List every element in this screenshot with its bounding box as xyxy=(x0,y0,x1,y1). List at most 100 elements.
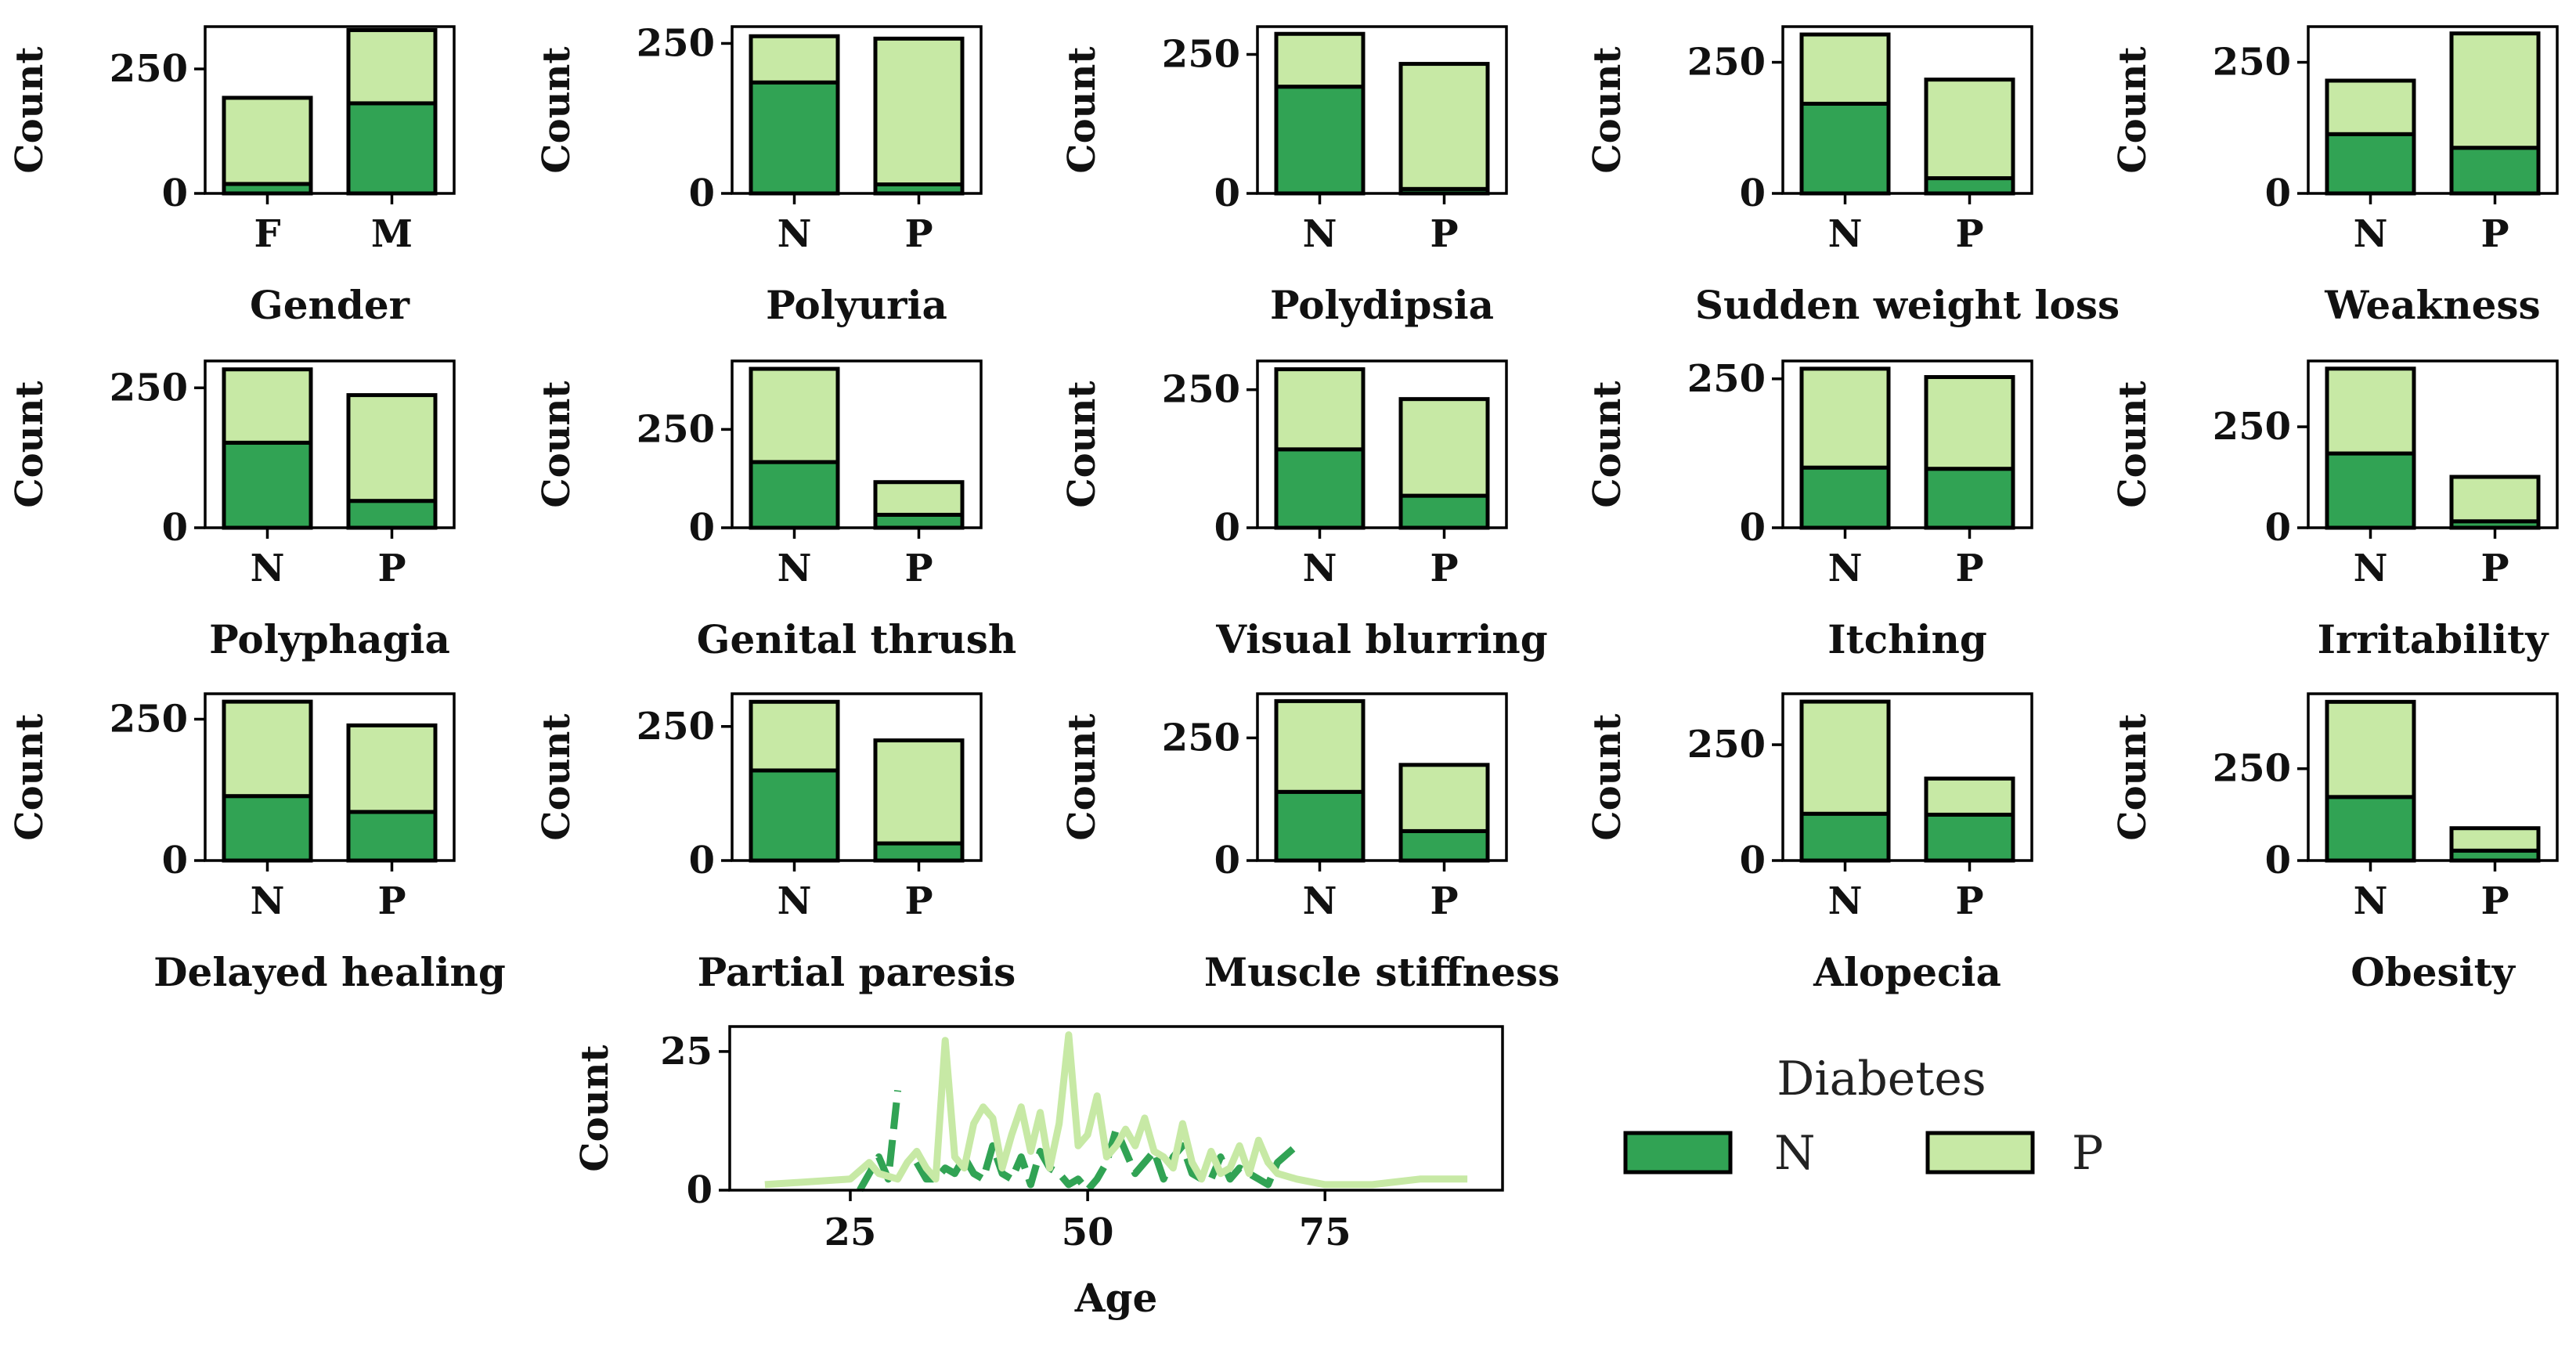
x-tick-label: N xyxy=(2354,212,2388,256)
subplot-weakness: N P 0 250 Weakness Count xyxy=(2111,25,2559,328)
y-tick-label: 250 xyxy=(1687,41,1766,85)
bar-muscle-stiffness-n-p xyxy=(1274,698,1366,794)
x-axis-label: Sudden weight loss xyxy=(1695,282,2120,328)
bar-delayed-healing-p-p xyxy=(346,723,438,814)
x-tick-label: P xyxy=(904,547,933,590)
y-axis-label: Count xyxy=(2111,46,2155,173)
plot-frame xyxy=(731,692,983,862)
y-axis-label: Count xyxy=(573,1045,617,1171)
y-axis-label: Count xyxy=(1060,46,1104,173)
x-axis-label: Visual blurring xyxy=(1215,616,1548,662)
x-axis-label: Delayed healing xyxy=(153,949,506,995)
bar-polyphagia-p-n xyxy=(346,499,438,530)
x-tick-label: N xyxy=(1303,212,1337,256)
y-tick-label: 250 xyxy=(637,705,715,749)
x-tick-label: P xyxy=(1955,879,1983,923)
bar-genital-thrush-n-p xyxy=(749,366,840,464)
legend-label-n: N xyxy=(1774,1126,1816,1181)
subplot-genital-thrush: N P 0 250 Genital thrush Count xyxy=(535,359,1016,662)
subplot-age: 25 50 75 0 25 Age Count xyxy=(573,1025,1504,1321)
bar-sudden-weight-loss-p-n xyxy=(1924,176,2015,196)
bar-itching-n-n xyxy=(1799,465,1891,530)
legend: Diabetes N P xyxy=(1623,1052,2103,1181)
y-axis-label: Count xyxy=(8,381,52,507)
age-series-p-line xyxy=(764,1031,1468,1189)
bar-genital-thrush-p-p xyxy=(873,480,965,517)
x-axis-label: Itching xyxy=(1827,616,1987,662)
y-axis-label: Count xyxy=(8,713,52,840)
y-axis-label: Count xyxy=(2111,381,2155,507)
bar-itching-p-n xyxy=(1924,467,2015,530)
y-tick-label: 0 xyxy=(1214,506,1240,550)
x-axis-label: Polydipsia xyxy=(1270,282,1494,328)
bar-irritability-n-p xyxy=(2325,366,2416,456)
bar-partial-paresis-n-n xyxy=(749,768,840,863)
subplot-sudden-weight-loss: N P 0 250 Sudden weight loss Count xyxy=(1586,25,2120,328)
y-axis-label: Count xyxy=(1586,46,1629,173)
plot-frame xyxy=(2307,692,2559,862)
plot-frame xyxy=(1781,692,2033,862)
y-tick-label: 250 xyxy=(637,407,715,451)
plot-frame xyxy=(204,25,456,195)
bar-gender-f-p xyxy=(222,96,313,186)
subplot-muscle-stiffness: N P 0 250 Muscle stiffness Count xyxy=(1060,692,1560,995)
x-tick-label: M xyxy=(371,212,413,256)
x-axis-label: Obesity xyxy=(2351,949,2516,995)
y-tick-label: 0 xyxy=(162,839,188,882)
bar-delayed-healing-n-n xyxy=(222,794,313,863)
y-tick-label: 0 xyxy=(162,171,188,215)
x-tick-label: P xyxy=(1430,212,1458,256)
legend-label-p: P xyxy=(2072,1126,2103,1181)
x-tick-label: 25 xyxy=(824,1211,877,1254)
subplot-itching: N P 0 250 Itching Count xyxy=(1586,357,2033,662)
legend-swatch-n xyxy=(1623,1131,1733,1175)
bar-alopecia-p-n xyxy=(1924,812,2015,863)
y-tick-label: 250 xyxy=(1162,33,1240,77)
bar-polyuria-n-p xyxy=(749,34,840,85)
bar-polydipsia-p-p xyxy=(1398,62,1490,191)
x-tick-label: N xyxy=(2354,547,2388,590)
x-tick-label: N xyxy=(1828,547,1863,590)
plot-frame xyxy=(1781,25,2033,195)
bar-alopecia-p-p xyxy=(1924,776,2015,817)
x-tick-label: P xyxy=(904,212,933,256)
subplot-alopecia: N P 0 250 Alopecia Count xyxy=(1586,692,2033,995)
y-tick-label: 25 xyxy=(660,1030,713,1074)
x-tick-label: P xyxy=(2480,879,2509,923)
bar-obesity-n-p xyxy=(2325,699,2416,799)
x-axis-label: Partial paresis xyxy=(698,949,1016,995)
bar-polyphagia-n-n xyxy=(222,440,313,530)
bar-polydipsia-n-p xyxy=(1274,31,1366,89)
bar-gender-m-p xyxy=(346,27,438,106)
x-tick-label: F xyxy=(254,212,280,256)
y-tick-label: 250 xyxy=(1687,723,1766,767)
y-tick-label: 0 xyxy=(162,506,188,550)
bar-sudden-weight-loss-n-n xyxy=(1799,101,1891,196)
bar-polyphagia-p-p xyxy=(346,393,438,503)
x-axis-label: Alopecia xyxy=(1813,949,2001,995)
y-tick-label: 0 xyxy=(1214,171,1240,215)
x-tick-label: N xyxy=(1828,212,1863,256)
legend-swatch-p xyxy=(1925,1131,2035,1175)
bar-visual-blurring-p-n xyxy=(1398,493,1490,530)
plot-frame xyxy=(1256,692,1508,862)
x-tick-label: N xyxy=(777,879,812,923)
bar-alopecia-n-n xyxy=(1799,811,1891,863)
subplot-gender: F M 0 250 Gender Count xyxy=(8,25,456,328)
y-axis-label: Count xyxy=(1586,381,1629,507)
subplot-visual-blurring: N P 0 250 Visual blurring Count xyxy=(1060,359,1548,662)
plot-frame xyxy=(2307,359,2559,529)
bar-obesity-p-p xyxy=(2449,826,2541,853)
plot-frame xyxy=(728,1025,1504,1192)
plot-frame xyxy=(2307,25,2559,195)
x-axis-label: Weakness xyxy=(2324,282,2540,328)
y-tick-label: 0 xyxy=(689,839,715,882)
bar-sudden-weight-loss-n-p xyxy=(1799,32,1891,106)
subplot-irritability: N P 0 250 Irritability Count xyxy=(2111,359,2559,662)
y-tick-label: 0 xyxy=(2265,171,2291,215)
y-tick-label: 0 xyxy=(689,506,715,550)
bar-genital-thrush-n-n xyxy=(749,460,840,530)
bar-delayed-healing-n-p xyxy=(222,699,313,799)
bar-weakness-n-p xyxy=(2325,78,2416,136)
bar-polyuria-p-p xyxy=(873,36,965,187)
